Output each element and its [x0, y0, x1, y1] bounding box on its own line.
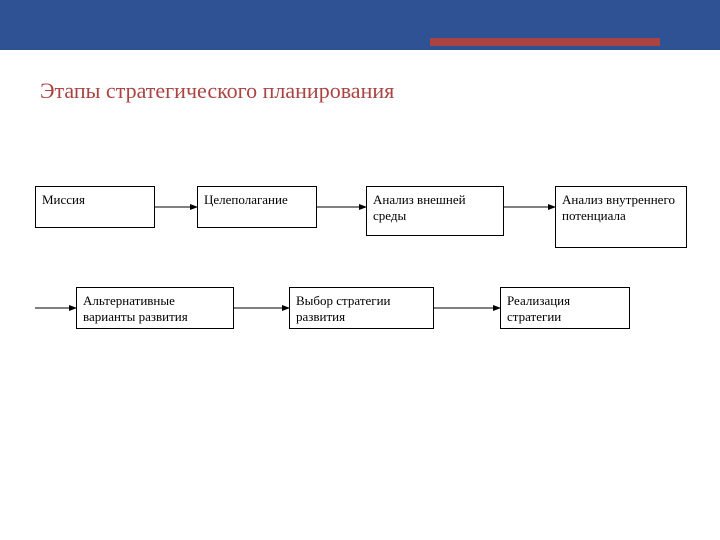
- flow-node: Реализация стратегии: [500, 287, 630, 329]
- flow-node: Целеполагание: [197, 186, 317, 228]
- flow-node: Миссия: [35, 186, 155, 228]
- header-accent: [430, 38, 660, 46]
- flow-node: Альтернативные варианты развития: [76, 287, 234, 329]
- flow-node: Выбор стратегии развития: [289, 287, 434, 329]
- flow-node: Анализ внутреннего потенциала: [555, 186, 687, 248]
- page-title: Этапы стратегического планирования: [40, 78, 394, 104]
- flow-node: Анализ внешней среды: [366, 186, 504, 236]
